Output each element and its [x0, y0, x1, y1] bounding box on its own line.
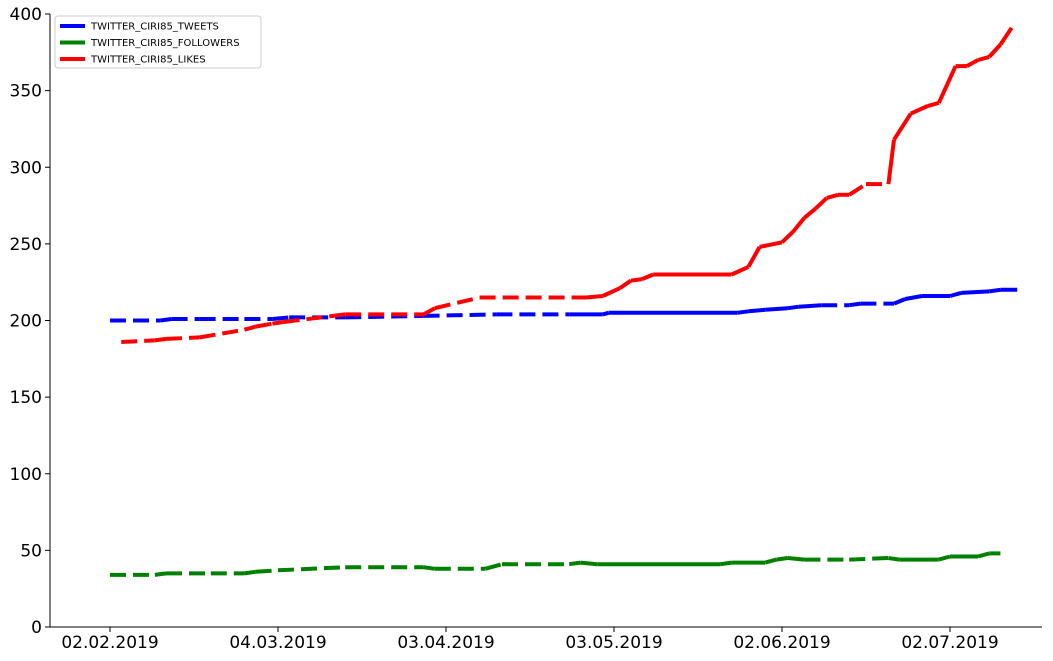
- series-line-segment: [787, 304, 800, 311]
- legend-box: [54, 15, 262, 69]
- series-line-segment: [886, 139, 896, 185]
- series-line-segment: [641, 272, 654, 281]
- legend-label: TWITTER_CIRI85_FOLLOWERS: [90, 38, 240, 49]
- series-line-segment: [244, 569, 256, 576]
- legend-items: TWITTER_CIRI85_TWEETS TWITTER_CIRI85_FOLL…: [60, 22, 240, 66]
- series-line-segment: [787, 556, 805, 562]
- series-line-segment: [849, 556, 889, 562]
- x-ticks: 02.02.2019 04.03.2019 03.04.2019 03.05.2019…: [61, 627, 999, 653]
- series-line-segment: [618, 279, 632, 290]
- series-line-segment: [283, 312, 346, 324]
- series-line-segment: [720, 560, 732, 567]
- series-line-segment: [748, 307, 766, 314]
- y-tick-label: 350: [10, 82, 42, 102]
- y-tick-label: 300: [10, 158, 42, 178]
- y-tick-label: 100: [10, 465, 42, 485]
- series-line-segment: [826, 192, 839, 200]
- series-line-segment: [746, 245, 762, 268]
- x-tick-label: 02.02.2019: [61, 633, 158, 653]
- series-line-segment: [630, 277, 643, 283]
- series-line-segment: [199, 327, 245, 340]
- series-line-segment: [936, 65, 958, 104]
- series-line-segment: [154, 571, 167, 577]
- series-0: [110, 287, 1018, 323]
- series-2: [121, 26, 1014, 344]
- series-line-segment: [977, 54, 990, 62]
- series-line-segment: [243, 324, 257, 332]
- series-line-segment: [423, 565, 436, 571]
- series-line-segment: [927, 100, 940, 108]
- y-tick-label: 150: [10, 388, 42, 408]
- series-line-segment: [893, 297, 906, 306]
- y-tick-label: 400: [10, 5, 42, 25]
- series-line-segment: [848, 182, 868, 197]
- series-line-segment: [422, 306, 436, 317]
- series-line-segment: [765, 306, 788, 312]
- series-line-segment: [580, 560, 598, 567]
- series-line-segment: [736, 309, 749, 315]
- series-line-segment: [764, 557, 777, 565]
- series-line-segment: [165, 335, 200, 341]
- series-line-segment: [121, 338, 155, 344]
- series-line-segment: [938, 554, 951, 562]
- series-line-segment: [803, 207, 817, 220]
- legend: TWITTER_CIRI85_TWEETS TWITTER_CIRI85_FOLL…: [54, 15, 262, 69]
- series-line-segment: [568, 560, 581, 567]
- series-line-segment: [791, 216, 806, 233]
- x-tick-label: 03.04.2019: [397, 633, 494, 653]
- series-line-segment: [423, 312, 497, 318]
- series-line-segment: [484, 562, 503, 571]
- series-line-segment: [888, 556, 900, 562]
- series-line-segment: [277, 565, 346, 573]
- series-line-segment: [255, 321, 273, 329]
- y-tick-label: 250: [10, 235, 42, 255]
- x-tick-label: 04.03.2019: [229, 633, 326, 653]
- y-tick-label: 0: [31, 618, 42, 638]
- legend-label: TWITTER_CIRI85_TWEETS: [90, 22, 219, 33]
- series-line-segment: [345, 313, 424, 320]
- series-line-segment: [977, 551, 990, 559]
- series-line-segment: [255, 568, 279, 574]
- series-line-segment: [998, 26, 1014, 46]
- y-tick-label: 200: [10, 312, 42, 332]
- series-1: [110, 551, 1001, 577]
- series-line-segment: [892, 112, 913, 141]
- series-line-segment: [848, 301, 861, 308]
- series-line-segment: [602, 310, 609, 317]
- series-line-segment: [988, 287, 1001, 294]
- series-layer: [110, 26, 1018, 577]
- x-tick-label: 02.06.2019: [733, 633, 830, 653]
- series-line-segment: [965, 58, 979, 68]
- series-line-segment: [909, 104, 929, 116]
- series-line-segment: [154, 336, 167, 343]
- series-line-segment: [272, 315, 290, 321]
- series-line-segment: [904, 294, 923, 301]
- series-line-segment: [780, 230, 795, 244]
- series-line-segment: [272, 320, 284, 326]
- series-line-segment: [987, 43, 1002, 59]
- series-line-segment: [759, 240, 783, 249]
- series-line-segment: [585, 294, 603, 300]
- series-line-segment: [798, 303, 822, 309]
- x-tick-label: 02.07.2019: [901, 633, 998, 653]
- y-ticks: 0 50 100 150 200 250 300 350 400: [10, 5, 50, 638]
- series-line-segment: [776, 556, 788, 562]
- series-line-segment: [961, 289, 990, 295]
- series-line-segment: [814, 196, 829, 211]
- y-tick-label: 50: [20, 541, 42, 561]
- x-tick-label: 03.05.2019: [565, 633, 662, 653]
- series-line-segment: [160, 317, 172, 323]
- series-line-segment: [434, 295, 481, 311]
- series-line-segment: [949, 290, 962, 298]
- legend-label: TWITTER_CIRI85_LIKES: [90, 55, 206, 66]
- series-line-segment: [601, 286, 621, 298]
- series-line-segment: [730, 265, 750, 277]
